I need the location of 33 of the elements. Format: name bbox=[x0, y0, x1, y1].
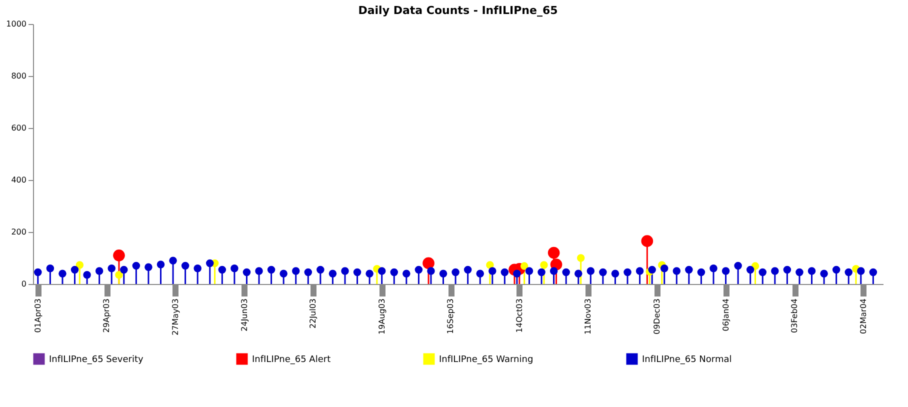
point bbox=[422, 257, 434, 270]
point bbox=[540, 261, 548, 269]
legend-label: InfILIPne_65 Severity bbox=[49, 355, 144, 365]
x-tick-label: 03Feb04 bbox=[790, 298, 800, 334]
y-tick-label: 0 bbox=[21, 280, 26, 288]
x-tick-label: 09Dec03 bbox=[652, 298, 662, 334]
y-tick-label: 200 bbox=[11, 228, 26, 236]
point bbox=[76, 261, 84, 269]
chart-title: Daily Data Counts - InfILIPne_65 bbox=[358, 4, 558, 17]
x-tick-label: 01Apr03 bbox=[33, 298, 42, 333]
point bbox=[115, 271, 123, 279]
point bbox=[576, 254, 585, 262]
x-tick-label: 29Apr03 bbox=[102, 298, 112, 333]
y-tick-label: 800 bbox=[11, 72, 26, 80]
legend-label: InfILIPne_65 Warning bbox=[439, 355, 534, 365]
point bbox=[486, 261, 494, 269]
point bbox=[113, 249, 125, 262]
legend-label: InfILIPne_65 Alert bbox=[252, 355, 332, 365]
x-tick-label: 27May03 bbox=[170, 298, 180, 336]
y-tick-label: 1000 bbox=[6, 20, 26, 28]
y-tick-label: 600 bbox=[11, 124, 26, 132]
x-tick-label: 14Oct03 bbox=[514, 298, 524, 333]
point bbox=[548, 246, 560, 259]
x-tick-label: 16Sep03 bbox=[446, 298, 456, 334]
x-tick-label: 11Nov03 bbox=[584, 298, 593, 334]
legend-label: InfILIPne_65 Normal bbox=[642, 355, 732, 365]
y-tick-label: 400 bbox=[11, 176, 26, 184]
x-tick-label: 19Aug03 bbox=[377, 298, 386, 334]
point bbox=[641, 235, 654, 248]
x-tick-label: 06Jan04 bbox=[721, 298, 730, 332]
x-tick-label: 02Mar04 bbox=[858, 298, 868, 334]
x-tick-label: 24Jun03 bbox=[240, 298, 249, 332]
x-tick-label: 22Jul03 bbox=[308, 298, 318, 329]
